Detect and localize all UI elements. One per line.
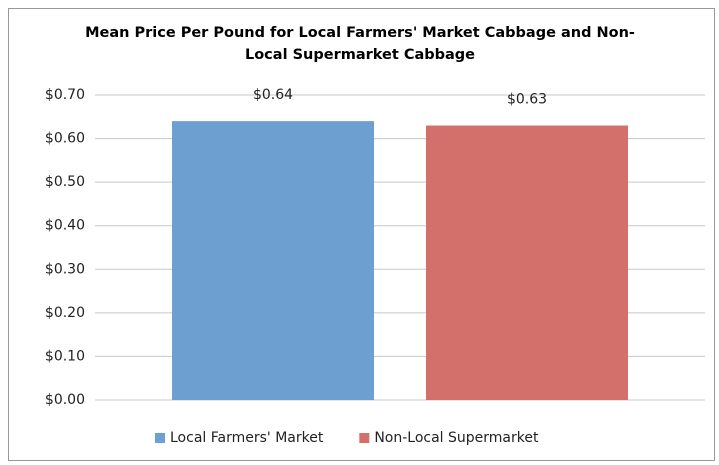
y-tick-label: $0.30	[45, 261, 85, 277]
legend-label: Local Farmers' Market	[170, 430, 324, 446]
bar	[426, 125, 628, 400]
y-tick-label: $0.20	[45, 305, 85, 321]
chart-title: Mean Price Per Pound for Local Farmers' …	[85, 25, 635, 63]
y-tick-label: $0.10	[45, 348, 85, 364]
data-label: $0.63	[507, 92, 547, 108]
y-tick-label: $0.60	[45, 131, 85, 147]
legend-swatch	[359, 433, 370, 443]
data-label: $0.64	[253, 87, 293, 103]
y-tick-label: $0.40	[45, 218, 85, 234]
y-tick-label: $0.00	[45, 392, 85, 408]
y-tick-label: $0.50	[45, 174, 85, 190]
y-tick-label: $0.70	[45, 87, 85, 103]
bar	[172, 121, 374, 401]
legend-label: Non-Local Supermarket	[374, 430, 539, 446]
legend-swatch	[155, 433, 165, 443]
